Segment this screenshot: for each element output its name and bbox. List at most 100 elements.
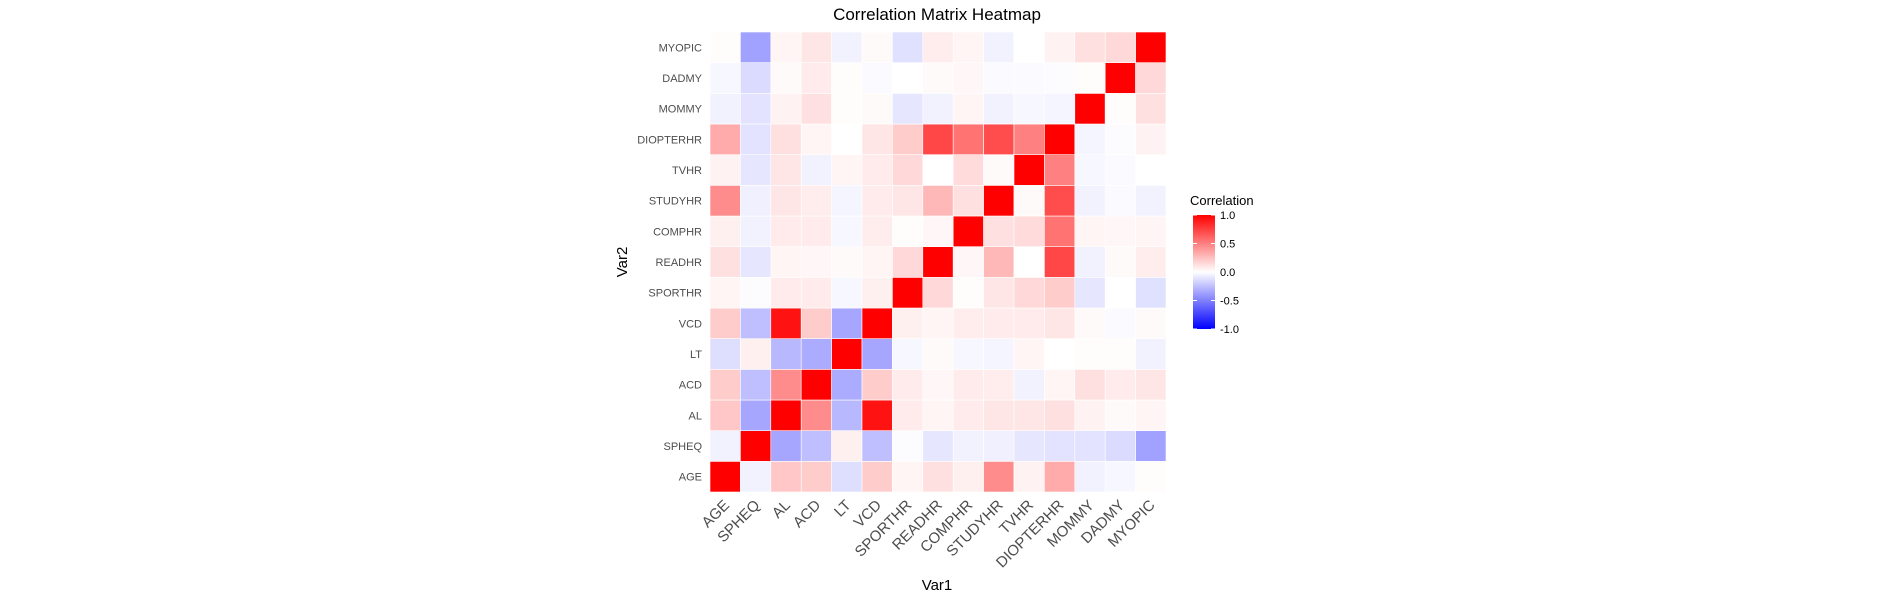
- heatmap-cell-spheq-dadmy: [740, 62, 772, 94]
- y-tick-label: TVHR: [672, 165, 702, 177]
- heatmap-cell-diopterhr-spheq: [1044, 430, 1076, 462]
- heatmap-cell-diopterhr-studyhr: [1044, 185, 1076, 217]
- heatmap-cell-al-tvhr: [770, 154, 802, 186]
- heatmap-cell-sporthr-acd: [892, 369, 924, 401]
- heatmap-cell-lt-vcd: [831, 307, 863, 339]
- heatmap-cell-spheq-readhr: [740, 246, 772, 278]
- heatmap-cell-comphr-al: [952, 399, 984, 431]
- heatmap-cell-readhr-al: [922, 399, 954, 431]
- heatmap-cell-spheq-al: [740, 399, 772, 431]
- heatmap-cell-tvhr-dadmy: [1013, 62, 1045, 94]
- heatmap-cell-al-comphr: [770, 215, 802, 247]
- heatmap-cell-age-studyhr: [709, 185, 741, 217]
- heatmap-cell-dadmy-age: [1104, 461, 1136, 493]
- y-tick-label: COMPHR: [653, 226, 702, 238]
- heatmap-cell-vcd-dadmy: [861, 62, 893, 94]
- heatmap-cell-studyhr-dadmy: [983, 62, 1015, 94]
- heatmap-cell-studyhr-diopterhr: [983, 123, 1015, 155]
- heatmap-cell-lt-myopic: [831, 31, 863, 63]
- heatmap-cell-sporthr-myopic: [892, 31, 924, 63]
- heatmap-cell-diopterhr-sporthr: [1044, 277, 1076, 309]
- heatmap-cell-acd-studyhr: [800, 185, 832, 217]
- heatmap-cell-al-spheq: [770, 430, 802, 462]
- heatmap-cell-vcd-acd: [861, 369, 893, 401]
- heatmap-cell-dadmy-comphr: [1104, 215, 1136, 247]
- heatmap-cell-sporthr-lt: [892, 338, 924, 370]
- y-tick-label: ACD: [679, 380, 702, 392]
- heatmap-cell-acd-diopterhr: [800, 123, 832, 155]
- heatmap-cell-acd-mommy: [800, 93, 832, 125]
- heatmap-cell-lt-diopterhr: [831, 123, 863, 155]
- y-tick-label: DADMY: [662, 73, 702, 85]
- color-legend: Correlation 1.0 0.5 0.0 -0.5 -1.0: [1190, 193, 1254, 336]
- legend-tick-label: 0.5: [1220, 239, 1235, 251]
- heatmap-cell-acd-age: [800, 461, 832, 493]
- heatmap-cell-acd-vcd: [800, 307, 832, 339]
- heatmap-cell-comphr-mommy: [952, 93, 984, 125]
- heatmap-cell-age-age: [709, 461, 741, 493]
- heatmap-cell-age-vcd: [709, 307, 741, 339]
- heatmap-cell-tvhr-sporthr: [1013, 277, 1045, 309]
- heatmap-cell-sporthr-sporthr: [892, 277, 924, 309]
- legend-ticks: 1.0 0.5 0.0 -0.5 -1.0: [1193, 210, 1239, 336]
- y-tick-label: STUDYHR: [649, 196, 702, 208]
- heatmap-cell-lt-mommy: [831, 93, 863, 125]
- heatmap-cell-sporthr-spheq: [892, 430, 924, 462]
- heatmap-cell-tvhr-readhr: [1013, 246, 1045, 278]
- heatmap-cell-al-lt: [770, 338, 802, 370]
- heatmap-cell-spheq-mommy: [740, 93, 772, 125]
- y-tick-label: SPORTHR: [648, 288, 702, 300]
- y-axis-ticks: AGE SPHEQ AL ACD LT VCD SPORTHR READHR COMPHR STU…: [637, 42, 702, 483]
- heatmap-cell-spheq-vcd: [740, 307, 772, 339]
- y-tick-label: VCD: [679, 318, 702, 330]
- heatmap-cell-sporthr-mommy: [892, 93, 924, 125]
- heatmap-cell-al-acd: [770, 369, 802, 401]
- heatmap-cell-al-diopterhr: [770, 123, 802, 155]
- heatmap-cell-tvhr-age: [1013, 461, 1045, 493]
- heatmap-cell-spheq-spheq: [740, 430, 772, 462]
- y-tick-label: SPHEQ: [663, 441, 702, 453]
- heatmap-cell-acd-tvhr: [800, 154, 832, 186]
- heatmap-cell-comphr-myopic: [952, 31, 984, 63]
- heatmap-cell-myopic-vcd: [1135, 307, 1167, 339]
- heatmap-cell-vcd-comphr: [861, 215, 893, 247]
- y-axis-title: Var2: [614, 247, 631, 278]
- heatmap-cell-comphr-sporthr: [952, 277, 984, 309]
- heatmap-cell-studyhr-vcd: [983, 307, 1015, 339]
- heatmap-cell-diopterhr-al: [1044, 399, 1076, 431]
- heatmap-cell-dadmy-readhr: [1104, 246, 1136, 278]
- heatmap-cell-studyhr-sporthr: [983, 277, 1015, 309]
- legend-tick-label: -0.5: [1220, 296, 1239, 308]
- heatmap-cell-mommy-readhr: [1074, 246, 1106, 278]
- heatmap-cell-acd-spheq: [800, 430, 832, 462]
- heatmap-cell-studyhr-age: [983, 461, 1015, 493]
- heatmap-cell-tvhr-lt: [1013, 338, 1045, 370]
- x-tick-label: LT: [831, 497, 855, 521]
- heatmap-cell-acd-sporthr: [800, 277, 832, 309]
- heatmap-cell-spheq-diopterhr: [740, 123, 772, 155]
- heatmap-cell-studyhr-al: [983, 399, 1015, 431]
- heatmap-cell-readhr-spheq: [922, 430, 954, 462]
- heatmap-cell-al-sporthr: [770, 277, 802, 309]
- heatmap-cell-vcd-myopic: [861, 31, 893, 63]
- heatmap-cell-spheq-studyhr: [740, 185, 772, 217]
- y-tick-label: READHR: [656, 257, 703, 269]
- heatmap-cell-mommy-sporthr: [1074, 277, 1106, 309]
- heatmap-cell-al-vcd: [770, 307, 802, 339]
- legend-title: Correlation: [1190, 193, 1254, 208]
- heatmap-cell-acd-al: [800, 399, 832, 431]
- y-tick-label: DIOPTERHR: [637, 134, 702, 146]
- heatmap-cell-mommy-diopterhr: [1074, 123, 1106, 155]
- heatmap-cell-mommy-vcd: [1074, 307, 1106, 339]
- heatmap-cell-dadmy-mommy: [1104, 93, 1136, 125]
- heatmap-cell-myopic-al: [1135, 399, 1167, 431]
- heatmap-cell-spheq-age: [740, 461, 772, 493]
- heatmap-cell-vcd-studyhr: [861, 185, 893, 217]
- heatmap-cell-myopic-studyhr: [1135, 185, 1167, 217]
- heatmap-cell-diopterhr-comphr: [1044, 215, 1076, 247]
- heatmap-cell-vcd-tvhr: [861, 154, 893, 186]
- heatmap-cell-dadmy-vcd: [1104, 307, 1136, 339]
- heatmap-cell-age-tvhr: [709, 154, 741, 186]
- heatmap-cell-tvhr-al: [1013, 399, 1045, 431]
